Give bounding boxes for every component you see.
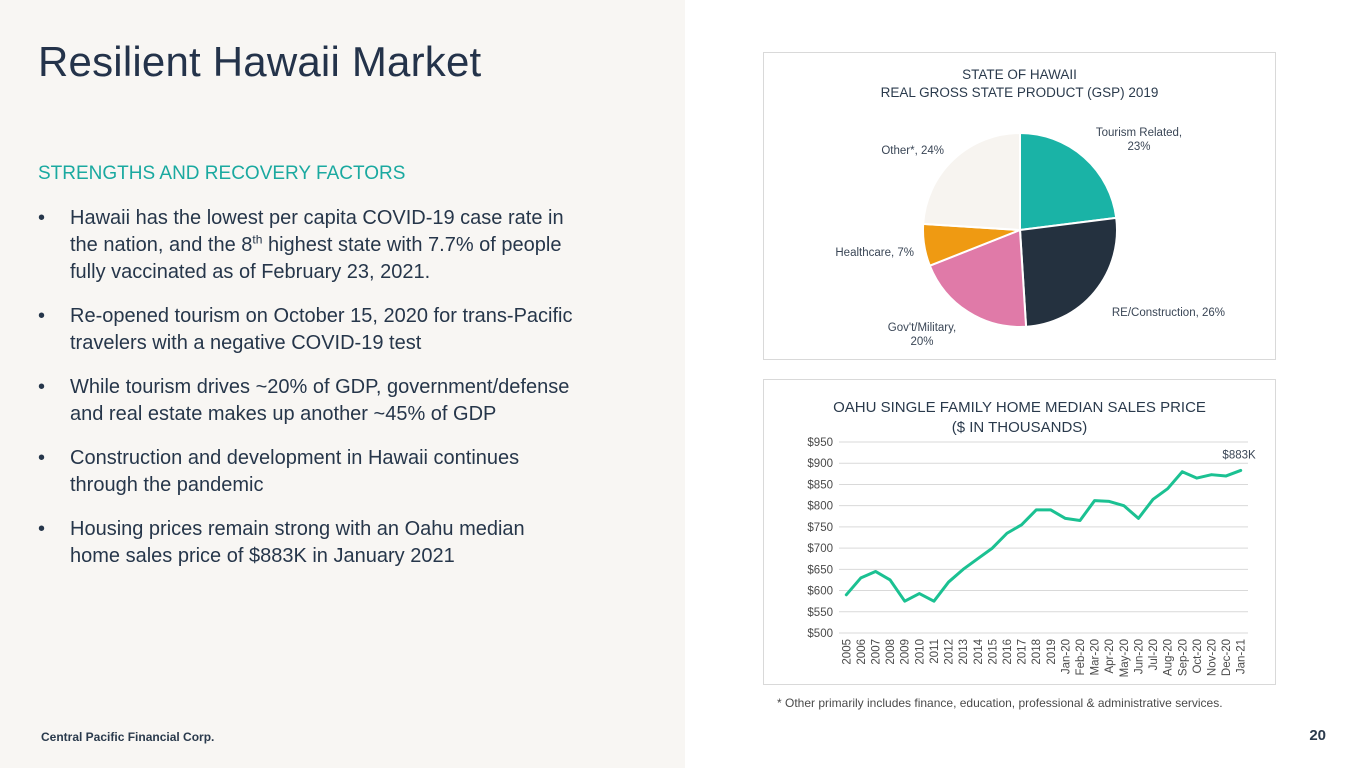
x-tick-label: Jun-20 xyxy=(1133,639,1145,674)
x-tick-label: 2015 xyxy=(987,639,999,665)
median-price-series-line xyxy=(844,468,1243,603)
bullet-text: Housing prices remain strong with an Oah… xyxy=(70,518,525,567)
pie-slice-label-line: Gov't/Military, xyxy=(888,322,956,334)
y-tick-label: $700 xyxy=(807,543,833,555)
bullet-item: • Hawaii has the lowest per capita COVID-… xyxy=(38,205,578,286)
x-tick-label: Dec-20 xyxy=(1221,639,1233,676)
bullet-text-continued: highest state with 7.7% of people fully … xyxy=(70,234,562,283)
x-tick-label: Jan-21 xyxy=(1236,639,1248,674)
bullet-item: • Re-opened tourism on October 15, 2020 f… xyxy=(38,303,578,357)
bullet-item: • Construction and development in Hawaii … xyxy=(38,445,578,499)
bullet-icon: • xyxy=(38,207,46,229)
y-tick-label: $600 xyxy=(807,586,833,598)
y-tick-label: $850 xyxy=(807,479,833,491)
pie-slice-label-line: Tourism Related, xyxy=(1096,127,1182,139)
line-chart-title-line1: OAHU SINGLE FAMILY HOME MEDIAN SALES PRI… xyxy=(833,399,1206,416)
x-tick-label: 2005 xyxy=(841,639,853,665)
y-tick-label: $550 xyxy=(807,607,833,619)
gsp-pie-chart-card: STATE OF HAWAII REAL GROSS STATE PRODUCT… xyxy=(763,52,1276,360)
pie-chart-title-line2: REAL GROSS STATE PRODUCT (GSP) 2019 xyxy=(880,85,1159,100)
x-tick-label: 2009 xyxy=(900,639,912,665)
pie-slice-label-line: RE/Construction, 26% xyxy=(1112,307,1225,319)
pie-slice-label: RE/Construction, 26% xyxy=(1112,307,1225,319)
bullet-text: Hawaii has the lowest per capita COVID-1… xyxy=(70,207,564,256)
x-tick-label: Mar-20 xyxy=(1090,639,1102,675)
pie-chart: Tourism Related, 23% RE/Construction, 26% G… xyxy=(835,127,1225,348)
pie-slice-label: Other*, 24% xyxy=(881,145,944,157)
x-tick-label: Jul-20 xyxy=(1148,639,1160,670)
x-tick-label: 2008 xyxy=(885,639,897,665)
x-tick-label: 2018 xyxy=(1031,639,1043,665)
x-tick-label: Sep-20 xyxy=(1177,639,1189,676)
bullet-superscript: th xyxy=(252,232,263,247)
line-chart: $500 $550 $600 $650 $700 $750 $800 $850 $900 $950… xyxy=(807,437,1256,677)
pie-slice-other xyxy=(922,131,1021,232)
slide-title: Resilient Hawaii Market xyxy=(38,38,482,85)
footnote: * Other primarily includes finance, educ… xyxy=(777,696,1223,710)
pie-slice-label: Gov't/Military, 20% xyxy=(888,322,956,348)
bullet-text: While tourism drives ~20% of GDP, govern… xyxy=(70,376,570,425)
x-tick-label: Apr-20 xyxy=(1104,639,1116,674)
pie-slice-label-line: 20% xyxy=(910,336,933,348)
x-tick-label: Aug-20 xyxy=(1163,639,1175,676)
line-chart-title-line2: ($ IN THOUSANDS) xyxy=(951,419,1088,436)
y-tick-label: $500 xyxy=(807,628,833,640)
bullet-icon: • xyxy=(38,518,46,540)
left-panel xyxy=(0,0,685,768)
bullet-list: • Hawaii has the lowest per capita COVID-… xyxy=(38,205,578,587)
pie-slice-re-construction xyxy=(1018,216,1118,328)
pie-slice-tourism-related xyxy=(1019,131,1118,232)
bullet-icon: • xyxy=(38,376,46,398)
bullet-icon: • xyxy=(38,447,46,469)
x-tick-label: Feb-20 xyxy=(1075,639,1087,675)
pie-slice-label-line: Other*, 24% xyxy=(881,145,944,157)
bullet-text: Construction and development in Hawaii c… xyxy=(70,447,520,496)
x-tick-label: 2011 xyxy=(929,639,941,664)
pie-chart-title: STATE OF HAWAII REAL GROSS STATE PRODUCT… xyxy=(764,66,1275,102)
bullet-item: • Housing prices remain strong with an Oa… xyxy=(38,516,578,570)
x-tick-label: 2010 xyxy=(914,639,926,665)
x-tick-label: 2013 xyxy=(958,639,970,665)
x-tick-label: Nov-20 xyxy=(1206,639,1218,676)
x-tick-label: 2019 xyxy=(1046,639,1058,665)
pie-slice-gov-t-military xyxy=(928,228,1028,328)
pie-slice-label: Healthcare, 7% xyxy=(835,247,914,259)
pie-chart-title-line1: STATE OF HAWAII xyxy=(962,67,1077,82)
bullet-icon: • xyxy=(38,305,46,327)
footer-company-name: Central Pacific Financial Corp. xyxy=(41,730,215,744)
bullet-item: • While tourism drives ~20% of GDP, gover… xyxy=(38,374,578,428)
x-tick-label: May-20 xyxy=(1119,639,1131,677)
pie-slice-label-line: Healthcare, 7% xyxy=(835,247,914,259)
x-tick-label: 2007 xyxy=(871,639,883,665)
pie-slice-label: Tourism Related, 23% xyxy=(1096,127,1182,153)
x-tick-label: Jan-20 xyxy=(1060,639,1072,674)
y-tick-label: $650 xyxy=(807,564,833,576)
page-number: 20 xyxy=(1309,727,1326,744)
y-tick-label: $900 xyxy=(807,458,833,470)
x-tick-label: 2016 xyxy=(1002,639,1014,665)
y-tick-label: $950 xyxy=(807,437,833,449)
x-tick-label: 2014 xyxy=(973,638,985,664)
x-tick-label: Oct-20 xyxy=(1192,639,1204,674)
bullet-text: Re-opened tourism on October 15, 2020 fo… xyxy=(70,305,573,354)
y-tick-label: $750 xyxy=(807,522,833,534)
line-chart-title: OAHU SINGLE FAMILY HOME MEDIAN SALES PRI… xyxy=(764,398,1275,438)
section-heading: STRENGTHS AND RECOVERY FACTORS xyxy=(38,163,406,184)
latest-value-label: $883K xyxy=(1222,449,1256,461)
pie-slice-label-line: 23% xyxy=(1127,141,1150,153)
home-price-line-chart-card: OAHU SINGLE FAMILY HOME MEDIAN SALES PRI… xyxy=(763,379,1276,685)
x-tick-label: 2017 xyxy=(1017,639,1029,665)
x-tick-label: 2006 xyxy=(856,639,868,665)
y-tick-label: $800 xyxy=(807,501,833,513)
x-tick-label: 2012 xyxy=(944,639,956,665)
